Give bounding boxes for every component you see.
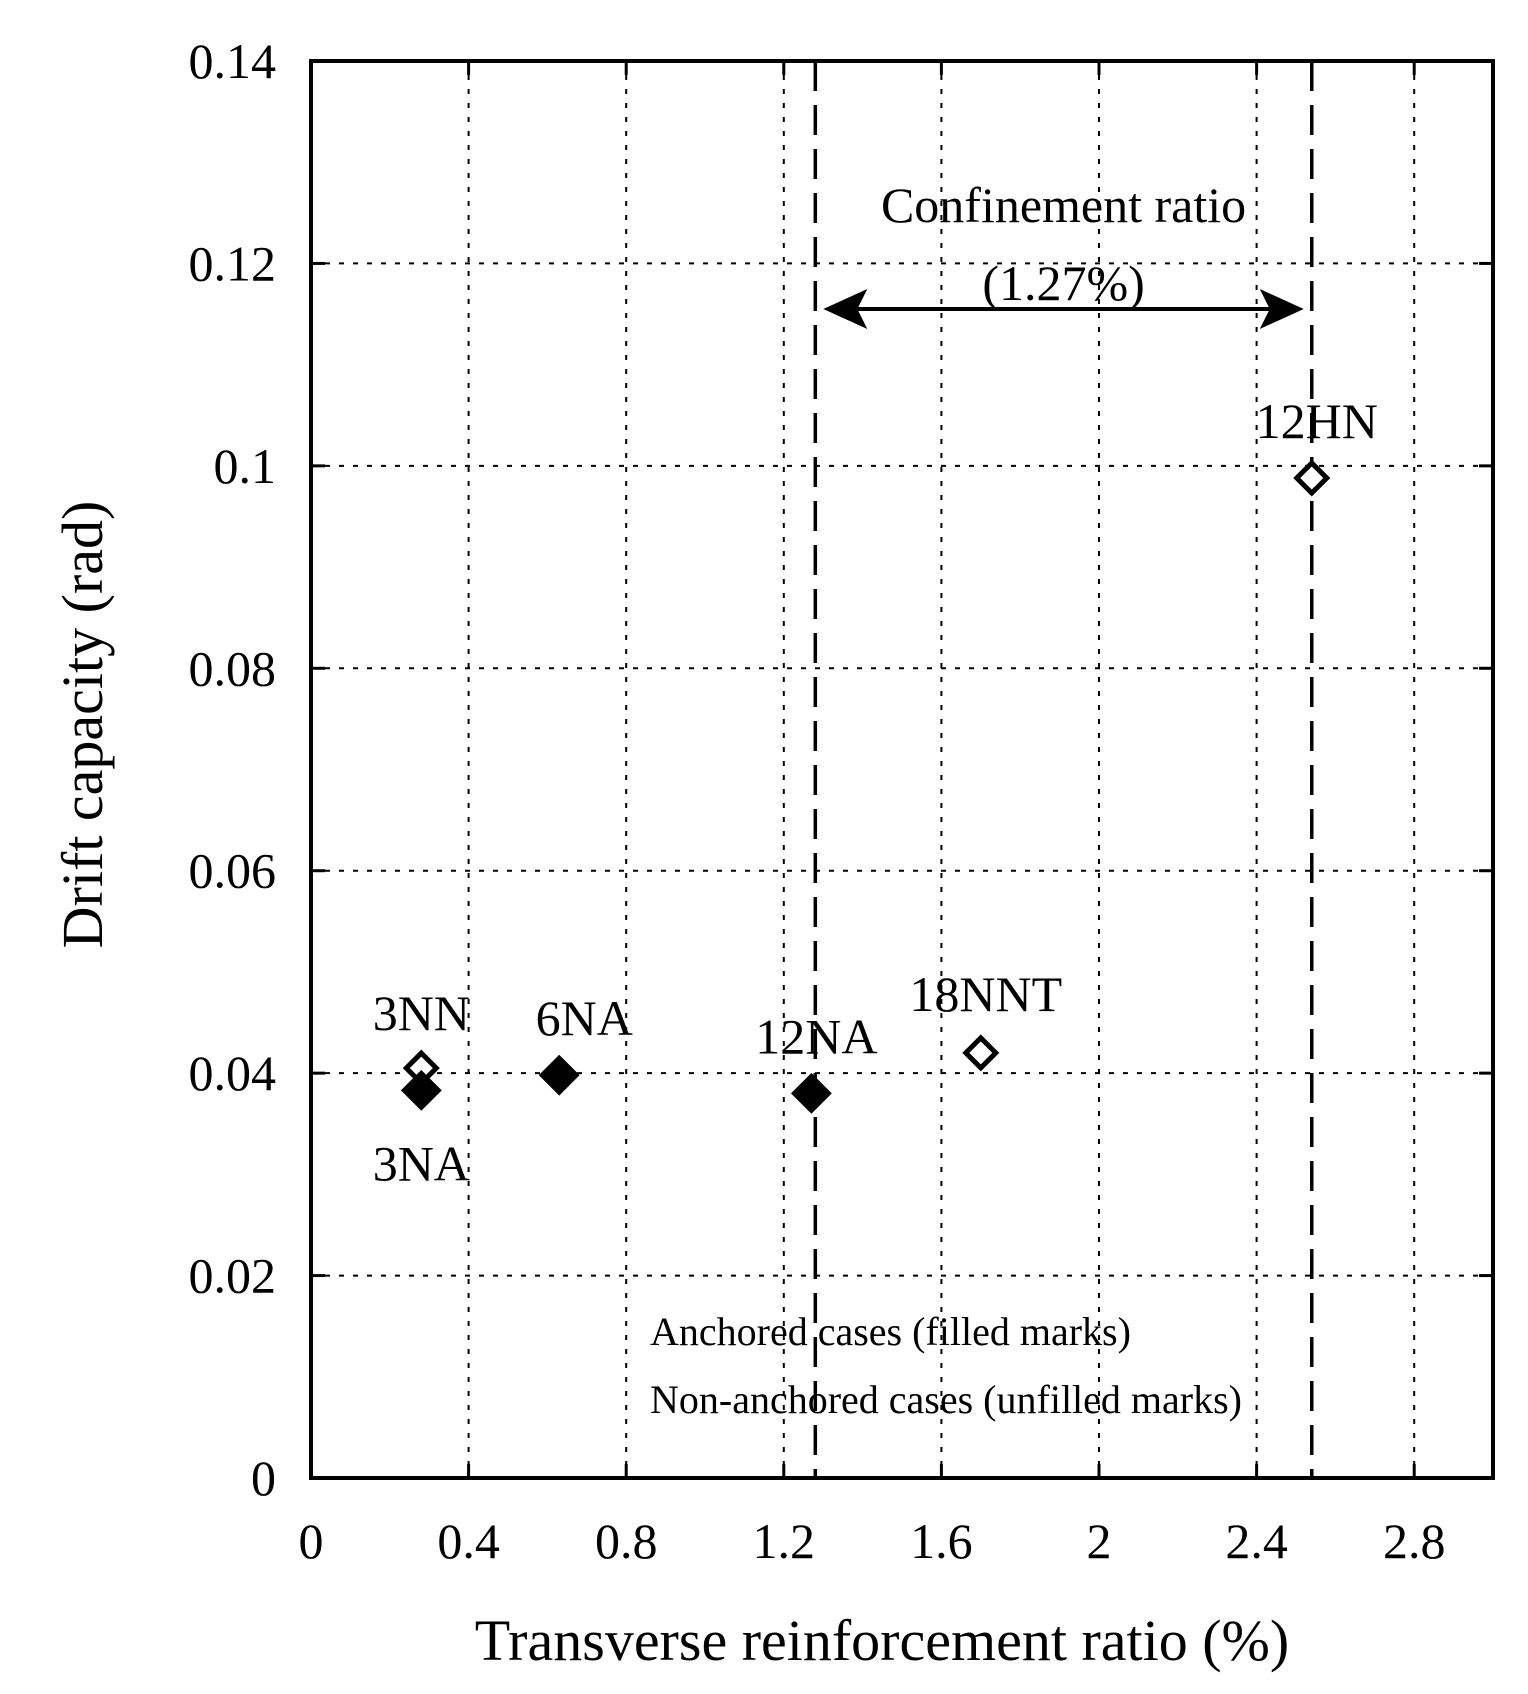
legend: Anchored cases (filled marks) Non-anchor… bbox=[650, 1309, 1242, 1422]
annotation-line-2: (1.27%) bbox=[982, 255, 1144, 311]
point-label-3NA: 3NA bbox=[373, 1135, 470, 1191]
data-point-3NA bbox=[400, 1069, 442, 1111]
x-tick-label-6: 2.4 bbox=[1225, 1513, 1288, 1569]
y-tick-label-5: 0.1 bbox=[214, 438, 277, 494]
y-tick-label-2: 0.04 bbox=[189, 1045, 277, 1101]
legend-anchored: Anchored cases (filled marks) bbox=[650, 1309, 1131, 1354]
x-tick-label-3: 1.2 bbox=[753, 1513, 816, 1569]
y-tick-label-0: 0 bbox=[251, 1450, 276, 1506]
annotation: Confinement ratio (1.27%) bbox=[823, 177, 1304, 329]
x-tick-label-7: 2.8 bbox=[1383, 1513, 1446, 1569]
y-tick-label-7: 0.14 bbox=[189, 33, 277, 89]
reference-lines bbox=[813, 61, 1314, 1478]
point-label-6NA: 6NA bbox=[536, 990, 633, 1046]
annotation-arrowhead-left bbox=[823, 288, 868, 329]
y-tick-label-4: 0.08 bbox=[189, 640, 277, 696]
y-tick-label-3: 0.06 bbox=[189, 843, 277, 899]
y-tick-label-6: 0.12 bbox=[189, 235, 277, 291]
x-axis-title: Transverse reinforcement ratio (%) bbox=[475, 1608, 1289, 1673]
x-tick-label-4: 1.6 bbox=[910, 1513, 973, 1569]
data-points: 3NN 3NA 6NA 12NA 18NNT 12HN bbox=[373, 393, 1378, 1191]
x-tick-label-2: 0.8 bbox=[595, 1513, 658, 1569]
annotation-arrowhead-right bbox=[1259, 288, 1304, 329]
data-point-12NA bbox=[790, 1072, 832, 1114]
grid-lines bbox=[311, 61, 1493, 1478]
y-axis-title: Drift capacity (rad) bbox=[50, 501, 115, 949]
annotation-line-1: Confinement ratio bbox=[881, 177, 1246, 233]
x-tick-label-1: 0.4 bbox=[437, 1513, 500, 1569]
axis-ticks: 0 0.4 0.8 1.2 1.6 2 2.4 2.8 0 0.02 0.04 0.06 0.08 0.1… bbox=[189, 33, 1493, 1569]
y-tick-label-1: 0.02 bbox=[189, 1248, 277, 1304]
data-point-6NA bbox=[538, 1054, 580, 1096]
data-point-12HN bbox=[1293, 459, 1331, 497]
data-point-18NNT bbox=[962, 1034, 1000, 1072]
legend-non-anchored: Non-anchored cases (unfilled marks) bbox=[650, 1377, 1242, 1422]
point-label-12NA: 12NA bbox=[755, 1008, 877, 1064]
plot-frame bbox=[309, 59, 1495, 1480]
point-label-18NNT: 18NNT bbox=[909, 966, 1062, 1022]
point-label-12HN: 12HN bbox=[1256, 393, 1378, 449]
x-tick-label-0: 0 bbox=[299, 1513, 324, 1569]
x-tick-label-5: 2 bbox=[1087, 1513, 1112, 1569]
point-label-3NN: 3NN bbox=[373, 985, 470, 1041]
